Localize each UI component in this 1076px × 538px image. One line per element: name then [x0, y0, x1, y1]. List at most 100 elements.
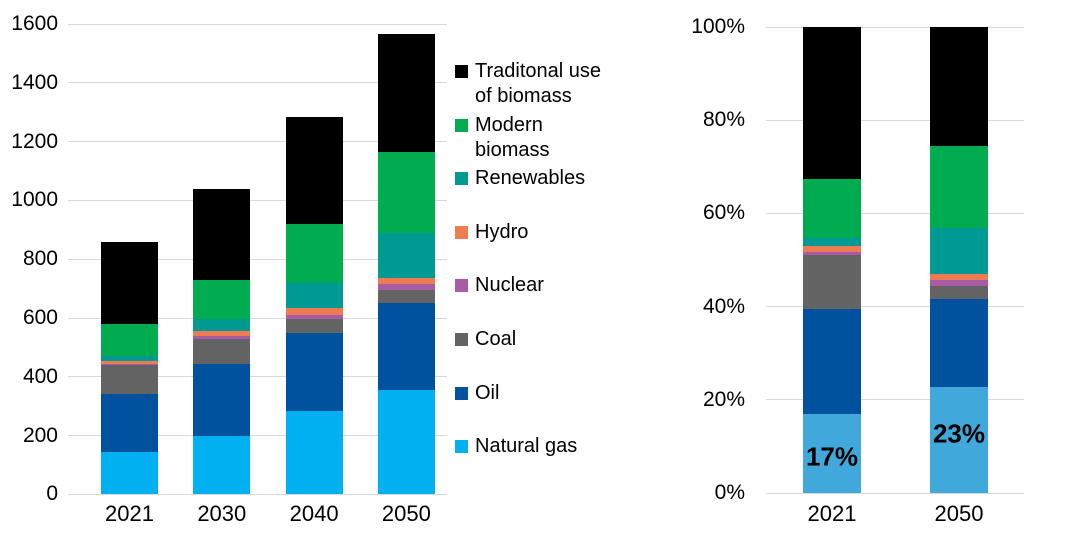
- y-axis-tick-label: 20%: [702, 387, 745, 411]
- y-axis-tick-label: 100%: [691, 15, 745, 38]
- bar-segment-nuclear: [803, 251, 861, 255]
- bar-segment-coal: [377, 290, 435, 304]
- bar-segment-hydro: [193, 331, 251, 336]
- x-axis-category-label: 2050: [934, 501, 984, 526]
- bar-segment-natural-gas: [101, 451, 158, 495]
- legend-item: Oil: [455, 381, 499, 406]
- x-axis-category-label: 2040: [289, 501, 339, 526]
- y-axis-tick-label: 60%: [702, 201, 745, 225]
- bar-segment-nuclear: [285, 315, 343, 320]
- legend-color-swatch: [455, 279, 468, 293]
- legend-color-swatch: [455, 333, 468, 346]
- gridline: [766, 492, 1024, 494]
- y-axis-tick-label: 600: [22, 306, 58, 329]
- bar-segment-nuclear: [377, 284, 435, 291]
- bar-segment-oil: [193, 363, 251, 436]
- legend-item-label: Renewables: [475, 167, 586, 190]
- bar-segment-hydro: [377, 278, 435, 285]
- natural-gas-share-label: 17%: [805, 441, 859, 472]
- bar-segment-renewables: [803, 238, 861, 247]
- bar-segment-traditonal-use-of-biomass: [101, 241, 158, 324]
- bar-segment-oil: [930, 299, 988, 388]
- y-axis-tick-label: 0%: [714, 481, 745, 504]
- bar-segment-coal: [930, 286, 988, 300]
- bar-segment-renewables: [193, 319, 251, 332]
- bar-segment-modern-biomass: [285, 223, 343, 283]
- gridline: [68, 141, 447, 143]
- y-axis-tick-label: 0: [46, 482, 58, 506]
- bar-segment-modern-biomass: [193, 279, 251, 320]
- legend-item-label: Oil: [475, 381, 500, 404]
- legend-item: Modern biomass: [455, 113, 549, 163]
- legend-color-swatch: [455, 225, 468, 239]
- legend-color-swatch: [455, 65, 468, 78]
- y-axis-tick-label: 1200: [11, 129, 58, 153]
- gridline: [68, 258, 447, 260]
- gridline: [68, 493, 447, 495]
- bar-segment-natural-gas: [803, 414, 861, 493]
- legend-item: Traditonal use of biomass: [455, 59, 601, 109]
- legend-item-label: Hydro: [475, 220, 529, 243]
- bar-segment-renewables: [101, 356, 158, 361]
- legend-color-swatch: [455, 440, 468, 454]
- y-axis-tick-label: 1600: [11, 12, 58, 35]
- y-axis-tick-label: 200: [22, 423, 58, 447]
- bar-segment-natural-gas: [930, 387, 988, 493]
- gridline: [68, 435, 447, 437]
- gridline: [766, 399, 1024, 401]
- bar-segment-oil: [377, 303, 435, 391]
- natural-gas-share-label: 23%: [932, 418, 986, 449]
- legend-item-label: Traditonal use of biomass: [475, 60, 601, 107]
- x-axis-category-label: 2030: [197, 501, 247, 526]
- bar-segment-natural-gas: [377, 390, 435, 495]
- y-axis-tick-label: 1000: [11, 188, 58, 212]
- bar-segment-oil: [101, 394, 158, 452]
- y-axis-tick-label: 400: [22, 364, 58, 388]
- legend-color-swatch: [455, 118, 468, 132]
- bar-segment-renewables: [377, 232, 435, 279]
- bar-segment-nuclear: [930, 280, 988, 287]
- legend-item-label: Natural gas: [475, 435, 578, 458]
- legend-item-label: Nuclear: [475, 274, 544, 297]
- bar-segment-modern-biomass: [930, 146, 988, 228]
- x-axis-category-label: 2021: [807, 501, 857, 526]
- bar-segment-coal: [193, 338, 251, 364]
- legend-item-label: Coal: [475, 328, 517, 350]
- bar-segment-oil: [803, 308, 861, 415]
- legend-item: Renewables: [455, 166, 585, 191]
- bar-segment-natural-gas: [193, 435, 251, 495]
- gridline: [766, 26, 1024, 28]
- bar-segment-coal: [285, 319, 343, 333]
- legend-item-label: Modern biomass: [475, 113, 550, 161]
- bar-segment-nuclear: [101, 363, 158, 366]
- bar-segment-coal: [803, 254, 861, 309]
- gridline: [68, 82, 447, 84]
- legend-item: Coal: [455, 327, 516, 352]
- bar-segment-oil: [285, 332, 343, 411]
- gridline: [766, 212, 1024, 214]
- bar-segment-hydro: [803, 246, 861, 252]
- bar-segment-modern-biomass: [377, 151, 435, 233]
- bar-segment-hydro: [285, 307, 343, 316]
- legend-item: Nuclear: [455, 273, 544, 298]
- y-axis-tick-label: 40%: [702, 294, 745, 318]
- bar-segment-modern-biomass: [101, 323, 158, 357]
- gridline: [68, 199, 447, 201]
- legend-color-swatch: [455, 172, 468, 186]
- y-axis-tick-label: 80%: [702, 108, 745, 132]
- y-axis-tick-label: 1400: [11, 70, 58, 94]
- bar-segment-modern-biomass: [803, 178, 861, 239]
- legend-item: Hydro: [455, 220, 528, 245]
- bar-segment-traditonal-use-of-biomass: [377, 34, 435, 152]
- bar-segment-traditonal-use-of-biomass: [803, 27, 861, 179]
- gridline: [766, 306, 1024, 308]
- x-axis-category-label: 2021: [105, 501, 154, 526]
- bar-segment-hydro: [101, 360, 158, 364]
- bar-segment-renewables: [930, 227, 988, 275]
- bar-segment-traditonal-use-of-biomass: [930, 27, 988, 147]
- bar-segment-nuclear: [193, 335, 251, 339]
- x-axis-category-label: 2050: [381, 501, 431, 526]
